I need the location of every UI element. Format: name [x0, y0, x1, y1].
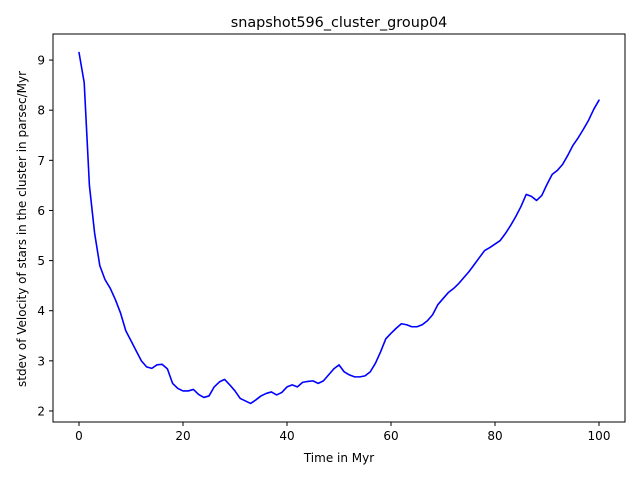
- x-tick-label: 0: [75, 429, 83, 443]
- chart-title: snapshot596_cluster_group04: [231, 15, 448, 31]
- y-tick-label: 8: [37, 104, 45, 118]
- y-axis: 2 3 4 5 6 7 8 9: [37, 54, 53, 418]
- plot-content: [78, 51, 600, 405]
- x-tick-label: 60: [383, 429, 398, 443]
- x-tick-label: 100: [588, 429, 611, 443]
- x-tick-label: 80: [487, 429, 502, 443]
- y-tick-label: 6: [37, 204, 45, 218]
- x-axis: 0 20 40 60 80 100: [75, 422, 610, 443]
- axes-frame: [52, 33, 626, 423]
- y-axis-label: stdev of Velocity of stars in the cluste…: [15, 71, 29, 387]
- y-tick-label: 2: [37, 404, 45, 418]
- x-axis-label: Time in Myr: [303, 451, 374, 465]
- y-tick-label: 4: [37, 304, 45, 318]
- y-tick-label: 3: [37, 354, 45, 368]
- series-line: [78, 51, 600, 405]
- x-tick-label: 40: [279, 429, 294, 443]
- y-tick-label: 5: [37, 254, 45, 268]
- y-tick-label: 9: [37, 54, 45, 68]
- x-tick-label: 20: [175, 429, 190, 443]
- y-tick-label: 7: [37, 154, 45, 168]
